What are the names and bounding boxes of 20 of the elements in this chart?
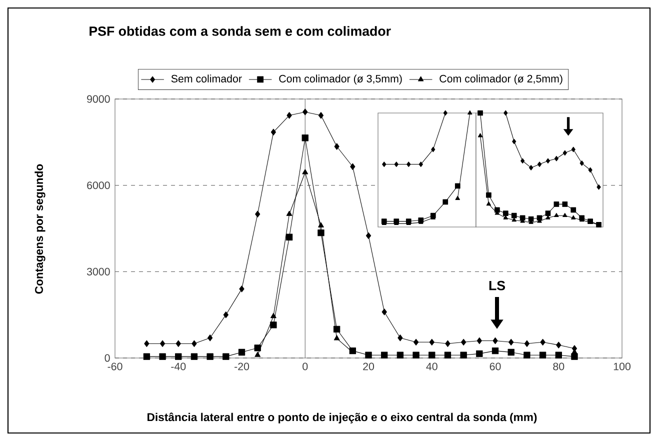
y-axis-title: Contagens por segundo bbox=[34, 164, 46, 294]
x-tick-label: 0 bbox=[302, 362, 308, 370]
y-tick-label: 9000 bbox=[87, 95, 110, 103]
legend-label: Com colimador (ø 3,5mm) bbox=[279, 74, 402, 85]
x-tick-label: -40 bbox=[171, 362, 186, 370]
y-tick-label: 0 bbox=[104, 354, 110, 362]
legend-label: Sem colimador bbox=[171, 74, 242, 82]
y-tick-label: 3000 bbox=[86, 268, 110, 276]
x-tick-label: -20 bbox=[234, 362, 250, 370]
annotation: LS bbox=[489, 280, 506, 290]
x-tick-label: -60 bbox=[108, 362, 122, 370]
x-tick-label: 80 bbox=[553, 362, 564, 370]
x-axis-title: Distância lateral entre o ponto de injeção e o eixo central da sonda (mm) bbox=[148, 412, 537, 424]
x-tick-label: 100 bbox=[614, 362, 630, 370]
x-tick-label: 40 bbox=[426, 362, 438, 370]
x-tick-label: 60 bbox=[490, 362, 501, 370]
legend-label: Com colimador (ø 2,5mm) bbox=[440, 74, 562, 85]
y-tick-label: 6000 bbox=[87, 182, 110, 190]
chart-title: PSF obtidas com a sonda sem e com colimador bbox=[90, 26, 391, 36]
x-tick-label: 20 bbox=[363, 362, 374, 370]
